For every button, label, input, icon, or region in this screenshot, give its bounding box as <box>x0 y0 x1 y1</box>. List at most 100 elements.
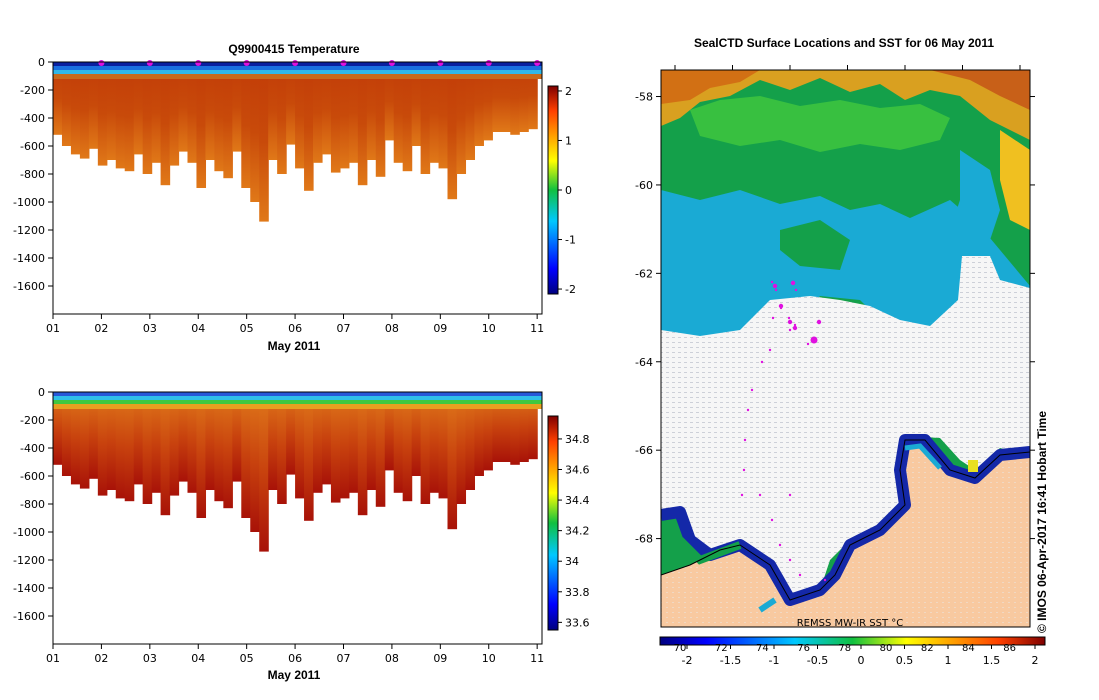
sst-field-warm-north <box>661 70 1030 140</box>
temperature-y-axis: 0 -200 -400 -600 -800 -1000 -1200 -1400 -1600 <box>13 56 53 293</box>
profile-column <box>223 62 233 179</box>
profile-column <box>330 392 341 503</box>
profile-column <box>348 62 359 163</box>
track-point <box>770 280 774 284</box>
temperature-title: Q9900415 Temperature <box>228 42 360 56</box>
profile-column <box>259 62 269 222</box>
y-tick-label: -800 <box>20 498 45 511</box>
sst-lower-label: 1 <box>945 654 952 667</box>
y-tick-label: -1200 <box>13 224 45 237</box>
coastal-yellow-spot <box>968 460 978 472</box>
profile-column <box>330 62 341 173</box>
surface-layer <box>53 396 542 400</box>
profile-column <box>438 392 449 499</box>
track-location <box>790 280 796 286</box>
profile-marker <box>243 60 250 66</box>
y-tick-label: -200 <box>20 414 45 427</box>
profile-column <box>277 62 287 174</box>
profile-column <box>519 62 529 132</box>
profile-column <box>474 392 484 476</box>
colorbar-tick-label: 34.6 <box>565 464 590 477</box>
x-tick-label: 06 <box>288 652 302 665</box>
sst-lower-label: -1.5 <box>720 654 741 667</box>
profile-column <box>313 62 323 163</box>
profile-column <box>321 392 332 485</box>
profile-column <box>492 392 502 462</box>
profile-column <box>465 392 475 490</box>
track-point <box>806 342 810 346</box>
x-tick-label: 05 <box>240 652 254 665</box>
profile-column <box>205 392 215 490</box>
profile-marker <box>146 60 153 66</box>
profile-column <box>357 392 368 516</box>
map-title: SealCTD Surface Locations and SST for 06… <box>694 36 994 50</box>
profile-column <box>348 392 359 493</box>
profile-column <box>187 62 198 163</box>
profile-column <box>169 62 180 166</box>
profile-column <box>429 62 440 163</box>
x-tick-label: 02 <box>94 322 108 335</box>
track-point <box>788 493 792 497</box>
coastline <box>661 439 1030 601</box>
profile-column <box>232 62 242 152</box>
profile-column <box>483 392 493 471</box>
profile-column <box>420 392 431 504</box>
profile-column <box>106 62 117 160</box>
sst-upper-label: 78 <box>838 643 851 654</box>
profile-marker <box>98 60 105 66</box>
map-longitude-ticks <box>674 65 1021 70</box>
profile-column <box>268 62 278 160</box>
profile-marker <box>485 60 492 66</box>
profile-column <box>321 62 332 155</box>
salinity-x-label: May 2011 <box>268 668 321 682</box>
track-point <box>760 360 764 364</box>
sst-colorbar-lower-ticks: -2 -1.5 -1 -0.5 0 0.5 1 1.5 2 <box>682 645 1039 667</box>
x-tick-label: 08 <box>385 652 399 665</box>
profile-column <box>519 392 529 462</box>
lat-tick-label: -64 <box>635 356 653 369</box>
profile-column <box>375 62 386 177</box>
sst-colorbar <box>659 636 1046 646</box>
salinity-colorbar <box>547 415 559 631</box>
profile-column <box>205 62 215 160</box>
profile-column <box>528 62 538 130</box>
track-point <box>740 493 744 497</box>
profile-column <box>196 392 207 518</box>
track-point <box>788 558 792 562</box>
profile-column <box>79 62 90 159</box>
surface-layer <box>53 66 542 70</box>
track-location <box>792 325 798 331</box>
sst-lower-label: -0.5 <box>807 654 828 667</box>
track-point <box>742 468 746 472</box>
profile-column <box>106 392 117 490</box>
profile-column <box>151 392 162 493</box>
profile-column <box>250 392 260 532</box>
x-tick-label: 06 <box>288 322 302 335</box>
profile-column <box>295 62 305 169</box>
colorbar-tick-label: -1 <box>565 234 576 247</box>
profile-column <box>259 392 269 552</box>
profile-column <box>124 392 135 502</box>
map-latitude-axis: -58 -60 -62 -64 -66 -68 <box>635 91 1035 546</box>
y-tick-label: -400 <box>20 442 45 455</box>
profile-column <box>501 392 511 462</box>
x-tick-label: 04 <box>191 322 205 335</box>
salinity-section <box>53 392 542 552</box>
profile-column <box>232 392 242 482</box>
profile-column <box>133 62 144 155</box>
track-point <box>771 316 775 320</box>
x-tick-label: 03 <box>143 322 157 335</box>
colorbar-tick-label: 34.2 <box>565 525 590 538</box>
x-tick-label: 11 <box>530 322 544 335</box>
x-tick-label: 05 <box>240 322 254 335</box>
profile-column <box>447 62 458 200</box>
sst-lower-label: 2 <box>1032 654 1039 667</box>
lat-tick-label: -58 <box>635 91 653 104</box>
temperature-section <box>53 62 542 222</box>
colorbar-tick-label: 34 <box>565 555 579 568</box>
profile-column <box>79 392 90 489</box>
y-tick-label: -1200 <box>13 554 45 567</box>
profile-column <box>70 392 81 485</box>
temperature-x-label: May 2011 <box>268 339 321 353</box>
